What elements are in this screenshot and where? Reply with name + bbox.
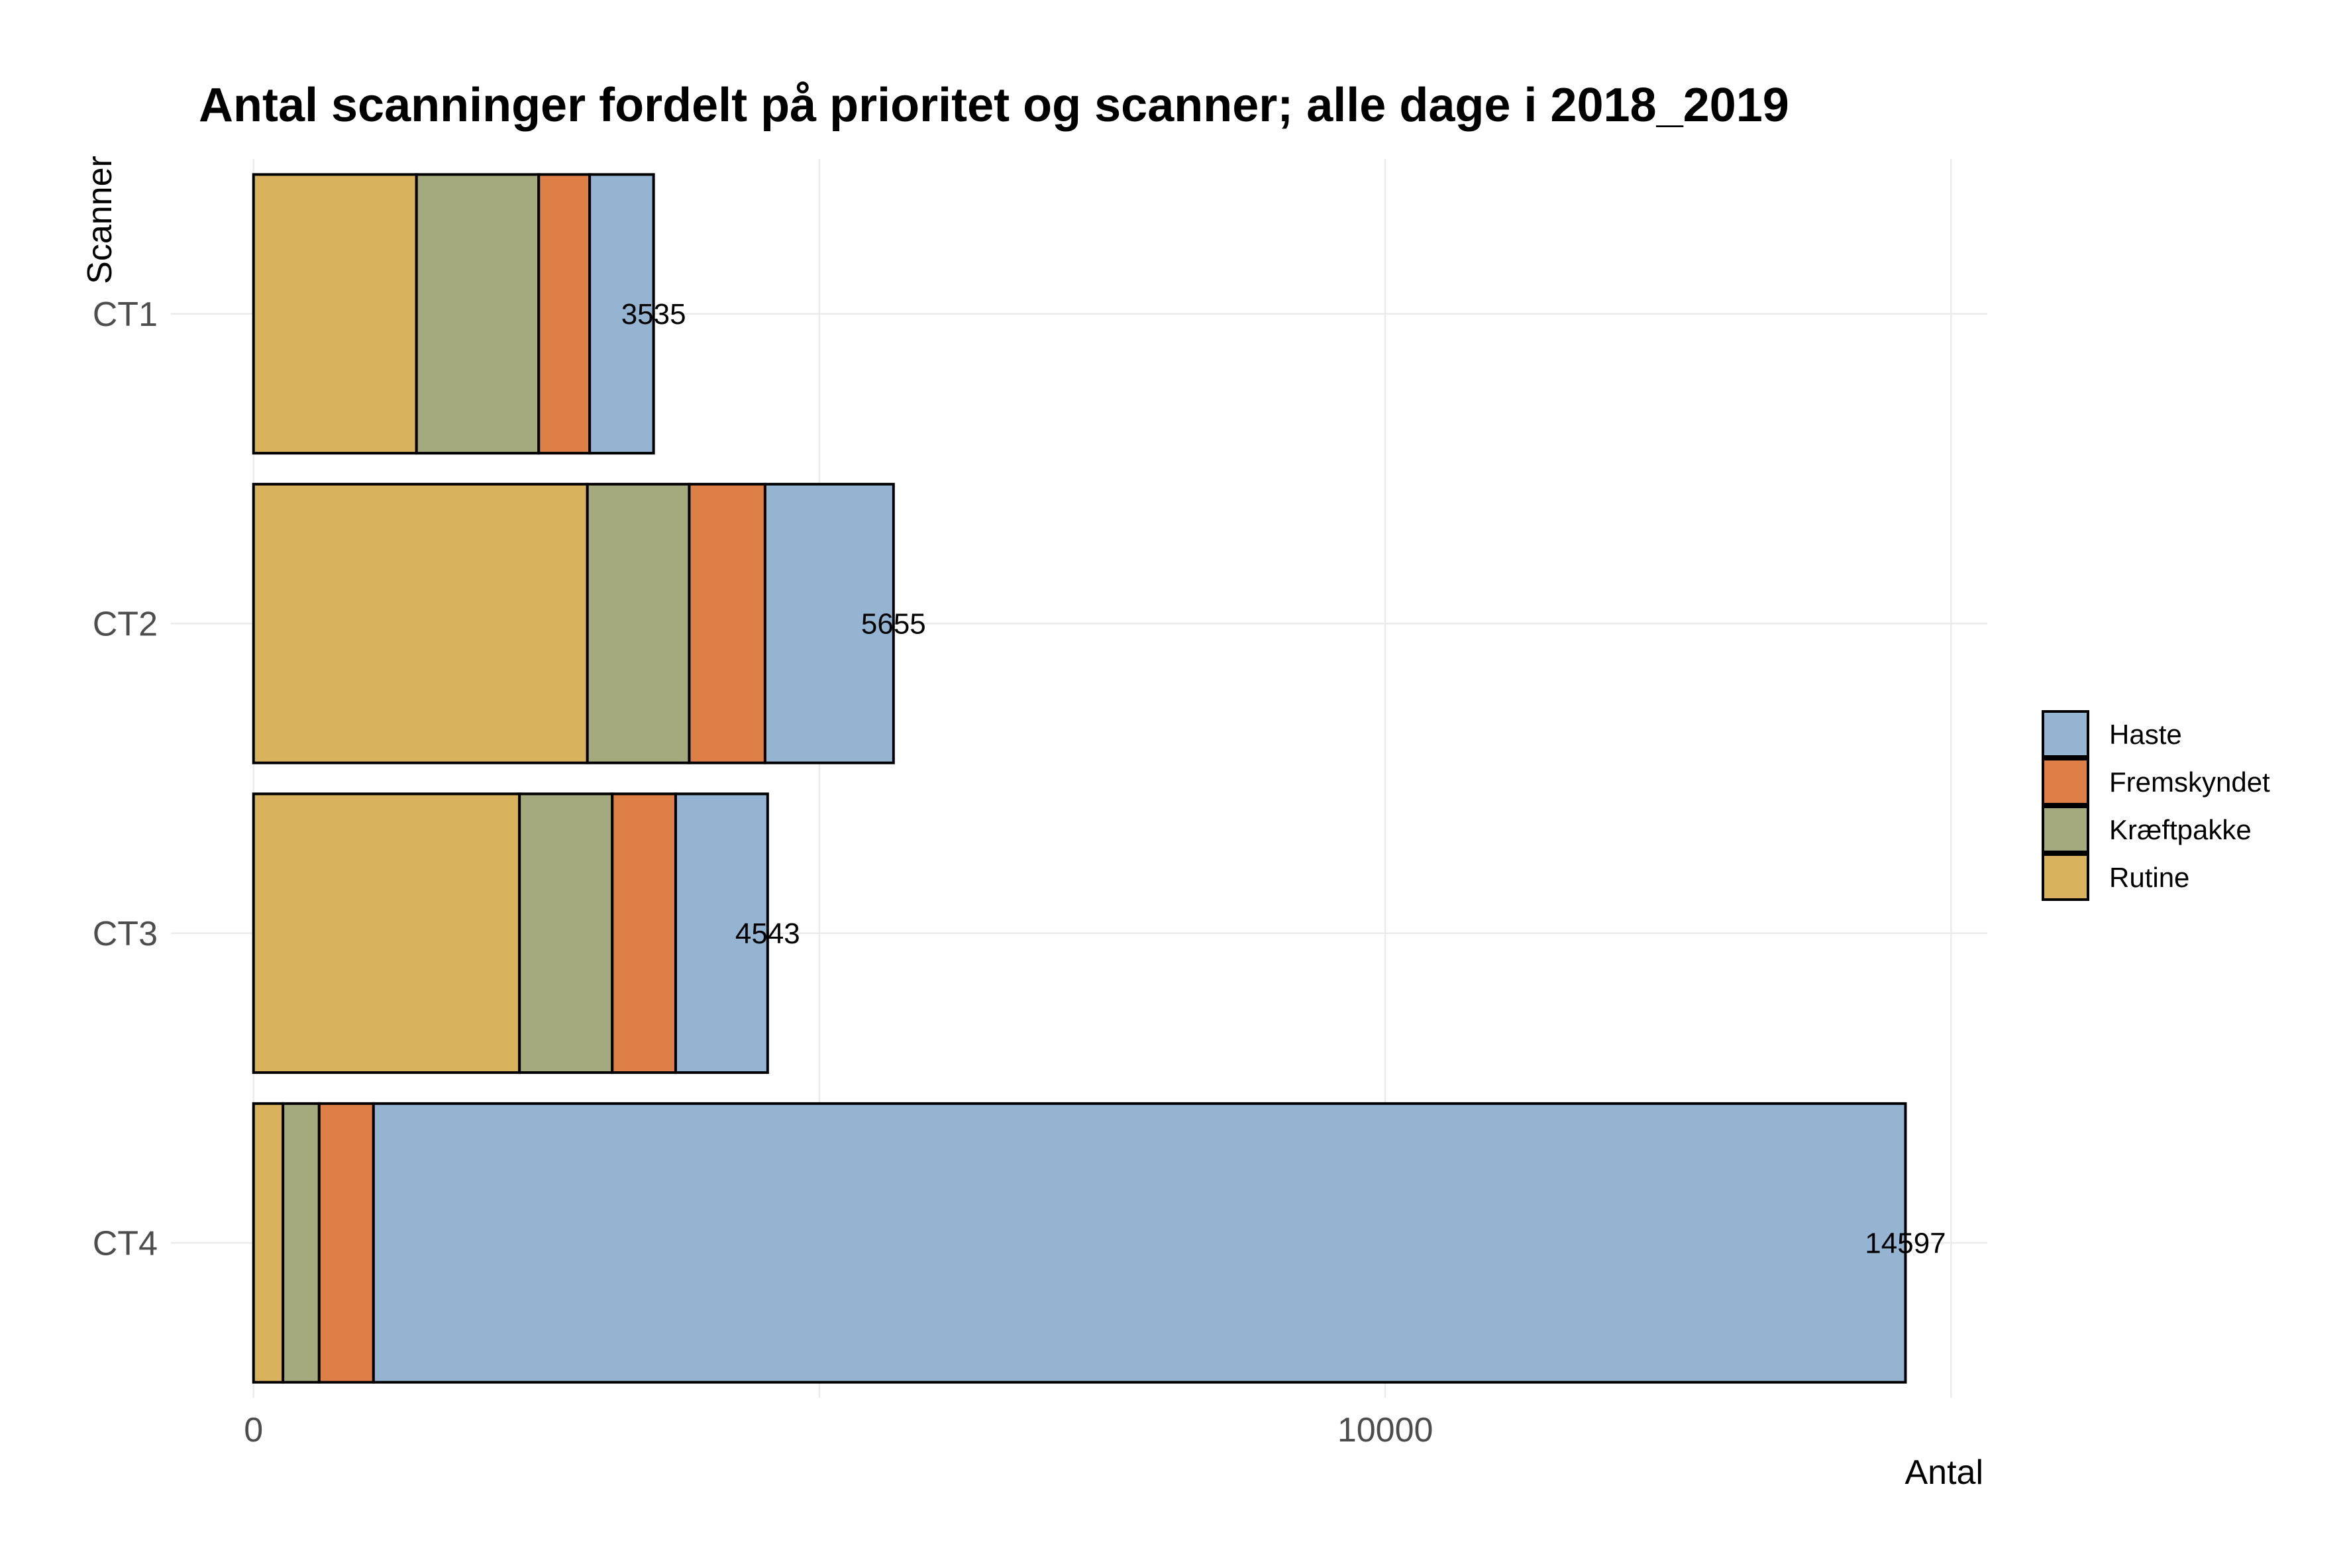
legend-item-haste: Haste xyxy=(2042,710,2182,758)
legend-item-fremskyndet: Fremskyndet xyxy=(2042,758,2270,806)
legend-item-kr-ftpakke: Kræftpakke xyxy=(2042,806,2252,853)
bar-segment-ct2-haste xyxy=(763,482,895,764)
legend-label: Kræftpakke xyxy=(2109,814,2252,845)
y-tick-label-ct4: CT4 xyxy=(93,1224,158,1263)
y-tick-label-ct1: CT1 xyxy=(93,295,158,334)
y-tick-label-ct3: CT3 xyxy=(93,915,158,953)
bar-segment-ct2-rutine xyxy=(252,482,589,764)
total-label-ct1: 3535 xyxy=(621,298,686,331)
x-axis-ticks: 0 10000 xyxy=(244,1411,1433,1449)
legend-label: Haste xyxy=(2109,719,2182,750)
bar-segment-ct1-kr-ftpakke xyxy=(415,173,541,455)
x-axis-title: Antal xyxy=(1904,1453,1983,1492)
x-tick-label: 0 xyxy=(244,1411,263,1449)
legend-key xyxy=(2042,758,2089,806)
legend-key xyxy=(2042,806,2089,853)
bar-segment-ct3-rutine xyxy=(252,792,521,1074)
x-tick-label: 10000 xyxy=(1337,1411,1434,1449)
bar-segment-ct3-haste xyxy=(674,792,769,1074)
bar-segment-ct2-fremskyndet xyxy=(688,482,766,764)
total-label-ct4: 14597 xyxy=(1865,1227,1946,1259)
bar-segment-ct1-fremskyndet xyxy=(537,173,592,455)
bar-segment-ct2-kr-ftpakke xyxy=(586,482,691,764)
legend-key xyxy=(2042,710,2089,758)
y-tick-label-ct2: CT2 xyxy=(93,605,158,643)
legend-label: Rutine xyxy=(2109,862,2189,893)
bar-segment-ct4-kr-ftpakke xyxy=(282,1102,321,1384)
bars xyxy=(252,173,1907,1384)
bar-segment-ct4-fremskyndet xyxy=(317,1102,375,1384)
legend-item-rutine: Rutine xyxy=(2042,853,2189,901)
bar-segment-ct4-haste xyxy=(372,1102,1907,1384)
total-label-ct3: 4543 xyxy=(735,917,800,950)
legend-label: Fremskyndet xyxy=(2109,766,2270,798)
y-axis-title: Scanner xyxy=(81,156,119,284)
bar-segment-ct3-kr-ftpakke xyxy=(518,792,614,1074)
bar-segment-ct3-fremskyndet xyxy=(611,792,677,1074)
bar-segment-ct1-haste xyxy=(588,173,655,455)
total-label-ct2: 5655 xyxy=(861,607,926,640)
legend: Haste Fremskyndet Kræftpakke Rutine xyxy=(2042,710,2270,901)
data-labels: 3535 5655 4543 14597 xyxy=(621,298,1946,1260)
y-axis-ticks: CT1 CT2 CT3 CT4 xyxy=(93,295,158,1263)
bar-segment-ct1-rutine xyxy=(252,173,418,455)
chart-title: Antal scanninger fordelt på prioritet og… xyxy=(199,79,1789,132)
legend-key xyxy=(2042,853,2089,901)
bar-segment-ct4-rutine xyxy=(252,1102,285,1384)
